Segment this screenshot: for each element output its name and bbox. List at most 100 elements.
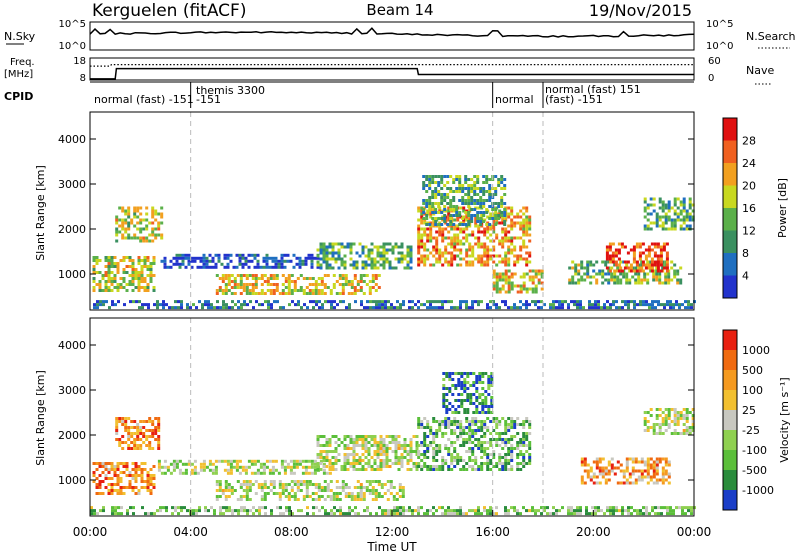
echo-cell xyxy=(437,181,441,184)
echo-cell xyxy=(453,417,457,420)
echo-cell xyxy=(543,303,546,307)
echo-cell xyxy=(588,512,591,516)
echo-cell xyxy=(193,471,197,475)
echo-cell xyxy=(124,230,128,234)
echo-cell xyxy=(234,509,237,513)
echo-cell xyxy=(215,489,219,492)
echo-cell xyxy=(248,486,252,489)
echo-cell xyxy=(486,468,490,471)
echo-cell xyxy=(140,265,144,268)
echo-cell xyxy=(220,459,224,463)
echo-cell xyxy=(456,435,460,438)
echo-cell xyxy=(492,429,496,432)
echo-cell xyxy=(481,405,485,408)
echo-cell xyxy=(507,257,511,261)
echo-cell xyxy=(646,278,650,282)
echo-cell xyxy=(643,429,647,432)
echo-cell xyxy=(438,426,442,429)
echo-cell xyxy=(612,509,615,513)
echo-cell xyxy=(370,260,374,264)
echo-cell xyxy=(305,486,309,489)
echo-cell xyxy=(242,495,246,498)
echo-cell xyxy=(121,420,125,423)
echo-cell xyxy=(95,468,99,471)
echo-cell xyxy=(477,438,481,441)
echo-cell xyxy=(247,265,251,269)
echo-cell xyxy=(260,292,264,295)
echo-cell xyxy=(259,265,263,269)
echo-cell xyxy=(507,260,511,264)
echo-cell xyxy=(449,220,453,223)
echo-cell xyxy=(337,251,341,255)
echo-cell xyxy=(417,242,421,246)
echo-cell xyxy=(642,512,645,516)
echo-cell xyxy=(98,271,102,274)
echo-cell xyxy=(580,457,584,461)
echo-cell xyxy=(146,289,150,292)
echo-cell xyxy=(221,492,225,495)
echo-cell xyxy=(305,277,309,280)
echo-cell xyxy=(323,283,327,286)
echo-cell xyxy=(495,441,499,444)
echo-cell xyxy=(652,466,656,470)
echo-cell xyxy=(116,271,120,274)
echo-cell xyxy=(670,420,674,423)
echo-cell xyxy=(149,474,153,477)
echo-cell xyxy=(415,441,419,444)
echo-cell xyxy=(519,453,523,456)
echo-cell xyxy=(370,444,374,447)
x-tick-label: 20:00 xyxy=(576,525,611,539)
echo-cell xyxy=(449,217,453,220)
echo-cell xyxy=(98,465,102,468)
echo-cell xyxy=(283,468,287,472)
echo-cell xyxy=(183,506,186,510)
frequency-line xyxy=(90,67,694,80)
echo-cell xyxy=(617,251,621,255)
echo-cell xyxy=(477,245,481,249)
echo-cell xyxy=(595,475,599,479)
echo-cell xyxy=(400,444,404,447)
echo-cell xyxy=(254,292,258,295)
echo-cell xyxy=(462,444,466,447)
echo-cell xyxy=(326,495,330,498)
echo-cell xyxy=(370,266,374,270)
echo-cell xyxy=(181,462,185,466)
echo-cell xyxy=(313,459,317,463)
echo-cell xyxy=(513,303,516,307)
echo-cell xyxy=(687,303,690,307)
echo-cell xyxy=(266,280,270,283)
echo-cell xyxy=(379,438,383,441)
echo-cell xyxy=(125,289,129,292)
echo-cell xyxy=(685,209,689,213)
echo-cell xyxy=(507,224,511,228)
echo-cell xyxy=(397,251,401,255)
echo-cell xyxy=(483,462,487,465)
echo-cell xyxy=(207,303,210,307)
echo-cell xyxy=(376,456,380,459)
echo-cell xyxy=(420,206,424,210)
echo-cell xyxy=(480,230,484,234)
echo-cell xyxy=(492,453,496,456)
echo-cell xyxy=(409,447,413,450)
echo-cell xyxy=(363,306,366,310)
echo-cell xyxy=(198,509,201,513)
echo-cell xyxy=(248,292,252,295)
echo-cell xyxy=(637,469,641,473)
echo-cell xyxy=(93,303,96,307)
echo-cell xyxy=(115,429,119,432)
echo-cell xyxy=(322,456,326,459)
echo-cell xyxy=(468,509,471,513)
echo-cell xyxy=(655,432,659,435)
echo-cell xyxy=(513,272,517,276)
echo-cell xyxy=(591,306,594,310)
echo-cell xyxy=(142,227,146,231)
echo-cell xyxy=(275,289,279,292)
echo-cell xyxy=(118,420,122,423)
echo-cell xyxy=(458,187,462,190)
echo-cell xyxy=(474,257,478,261)
echo-cell xyxy=(304,465,308,469)
echo-cell xyxy=(594,506,597,510)
echo-cell xyxy=(367,435,371,438)
echo-cell xyxy=(459,227,463,231)
echo-cell xyxy=(444,444,448,447)
